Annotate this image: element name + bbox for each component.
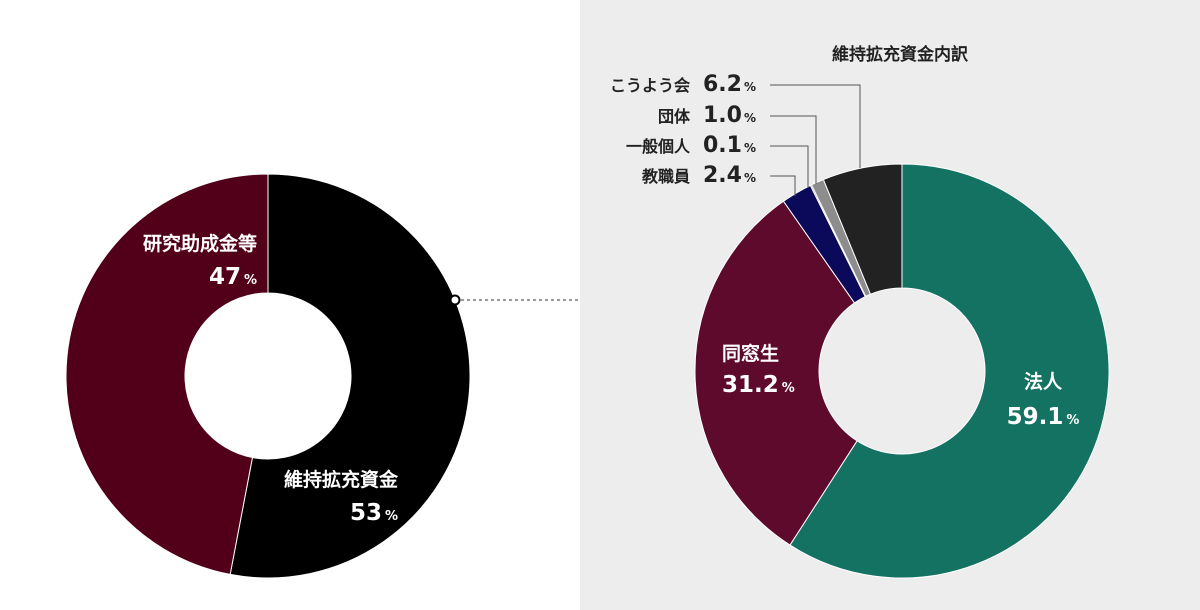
callout-ippan: 一般個人 0.1% bbox=[626, 133, 809, 188]
slice-value: 31.2 bbox=[722, 372, 779, 398]
slice-value: 53 bbox=[350, 500, 382, 526]
slice-label: 法人 bbox=[1024, 370, 1063, 393]
slice-unit: % bbox=[385, 509, 398, 524]
slice-value-label: 59.1% bbox=[1007, 404, 1080, 430]
donut-slice bbox=[822, 163, 903, 295]
slice-unit: % bbox=[244, 273, 257, 288]
slice-label: 一般個人 bbox=[626, 137, 691, 156]
slice-unit: % bbox=[744, 171, 756, 185]
slice-value: 47 bbox=[209, 264, 241, 290]
donut-slice bbox=[694, 200, 858, 546]
slice-value-label: 1.0% bbox=[703, 103, 756, 128]
slice-value-label: 47% bbox=[209, 264, 257, 290]
callout-kouyoukai: こうよう会 6.2% bbox=[610, 72, 861, 168]
slice-label: 教職員 bbox=[642, 167, 690, 186]
slice-label: 維持拡充資金 bbox=[284, 468, 399, 491]
breakdown-donut-chart bbox=[694, 163, 1110, 579]
slice-value-label: 0.1% bbox=[703, 133, 756, 158]
slice-label: 団体 bbox=[658, 107, 691, 126]
slice-value-label: 2.4% bbox=[703, 163, 756, 188]
slice-value: 59.1 bbox=[1007, 404, 1064, 430]
slice-value-label: 31.2% bbox=[722, 372, 795, 398]
callout-line bbox=[770, 84, 861, 168]
connector-dot bbox=[449, 294, 461, 306]
slice-value-label: 53% bbox=[350, 500, 398, 526]
main-donut-chart bbox=[65, 173, 471, 579]
slice-unit: % bbox=[782, 381, 795, 396]
callout-line bbox=[770, 175, 796, 196]
slice-value-label: 6.2% bbox=[703, 72, 756, 97]
donut-slice bbox=[789, 163, 1110, 579]
slice-unit: % bbox=[744, 111, 756, 125]
breakdown-title: 維持拡充資金内訳 bbox=[832, 44, 969, 65]
slice-label: こうよう会 bbox=[610, 76, 690, 95]
slice-unit: % bbox=[744, 80, 756, 94]
donut-slice bbox=[229, 173, 471, 579]
slice-label: 同窓生 bbox=[722, 342, 779, 365]
slice-label: 研究助成金等 bbox=[143, 232, 257, 255]
slice-unit: % bbox=[744, 141, 756, 155]
callout-line bbox=[770, 115, 817, 184]
callout-kyoshokuin: 教職員 2.4% bbox=[642, 163, 796, 196]
slice-value: 0.1 bbox=[703, 133, 742, 158]
callout-dantai: 団体 1.0% bbox=[658, 103, 817, 184]
slice-value: 2.4 bbox=[703, 163, 742, 188]
callout-line bbox=[770, 145, 809, 188]
slice-value: 6.2 bbox=[703, 72, 742, 97]
slice-unit: % bbox=[1066, 413, 1079, 428]
slice-value: 1.0 bbox=[703, 103, 742, 128]
donut-slice bbox=[65, 173, 269, 576]
